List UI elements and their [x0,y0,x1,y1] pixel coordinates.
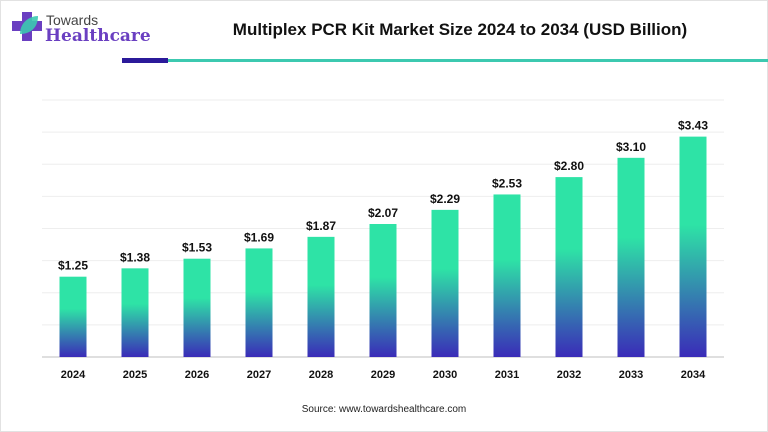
accent-line-dark [122,58,168,63]
logo-text-main: Healthcare [45,26,151,46]
x-tick-label: 2025 [123,369,147,381]
x-tick-label: 2027 [247,369,271,381]
x-tick-label: 2034 [681,369,706,381]
bar-2028 [307,236,335,357]
x-tick-label: 2032 [557,369,581,381]
chart-title: Multiplex PCR Kit Market Size 2024 to 20… [232,20,688,39]
bar-2029 [369,224,397,357]
x-tick-label: 2033 [619,369,643,381]
bar-2025 [121,268,149,357]
data-label: $1.69 [244,230,274,244]
data-label: $3.43 [678,119,708,133]
data-label: $1.25 [58,259,88,273]
data-label: $2.53 [492,176,522,190]
source-note: Source: www.towardshealthcare.com [301,404,467,415]
data-label: $1.53 [182,241,212,255]
x-tick-label: 2028 [309,369,333,381]
data-label: $1.87 [306,219,336,233]
bar-2027 [245,248,273,357]
data-label: $1.38 [120,250,150,264]
x-tick-label: 2024 [61,369,86,381]
logo: Towards Healthcare [12,10,162,50]
data-label: $2.80 [554,159,584,173]
x-tick-label: 2026 [185,369,209,381]
bar-2026 [183,258,211,357]
data-label: $2.29 [430,192,460,206]
logo-text-top: Towards [46,12,99,28]
bar-2033 [617,157,645,357]
x-tick-label: 2031 [495,369,519,381]
x-tick-label: 2030 [433,369,457,381]
accent-line-teal [168,59,768,62]
data-label: $2.07 [368,206,398,220]
bar-2031 [493,194,521,357]
bar-2034 [679,136,707,357]
bar-2024 [59,276,87,357]
bar-2032 [555,177,583,357]
bar-2030 [431,209,459,357]
x-tick-label: 2029 [371,369,395,381]
data-label: $3.10 [616,140,646,154]
medical-cross-icon [12,12,42,41]
